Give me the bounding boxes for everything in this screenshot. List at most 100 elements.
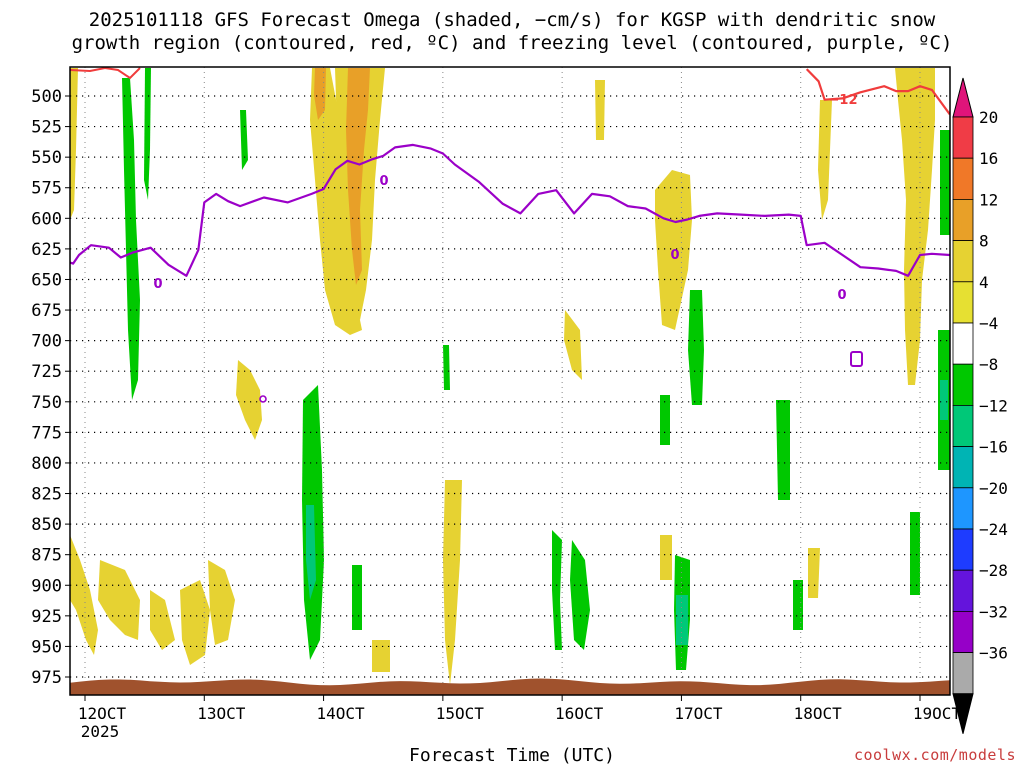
freezing-level-line <box>70 143 950 277</box>
omega-region <box>895 68 935 385</box>
colorbar-bottom-arrow <box>952 693 974 734</box>
y-tick-label: 675 <box>31 301 62 321</box>
colorbar-label: 16 <box>979 149 998 168</box>
colorbar-segment <box>952 363 974 406</box>
colorbar: 20 16 12 8 4 −4 −8 −12 −16 −20 −24 −28 −32 −36 <box>952 77 1008 734</box>
omega-region <box>70 68 78 220</box>
colorbar-segment <box>952 198 974 241</box>
omega-region <box>552 530 562 650</box>
y-tick-label: 825 <box>31 485 62 505</box>
y-tick-label: 800 <box>31 454 62 474</box>
freezing-level-label: 0 <box>837 288 846 303</box>
y-tick-label: 900 <box>31 576 62 596</box>
colorbar-segment <box>952 240 974 283</box>
omega-region <box>793 580 803 630</box>
omega-region <box>660 395 670 445</box>
omega-region <box>570 540 590 650</box>
y-tick-label: 850 <box>31 515 62 535</box>
omega-region <box>98 560 140 640</box>
omega-region <box>940 130 950 235</box>
omega-region <box>70 535 98 655</box>
omega-region <box>595 80 605 140</box>
y-tick-label: 950 <box>31 637 62 657</box>
omega-region <box>818 100 832 220</box>
colorbar-segment <box>952 611 974 654</box>
colorbar-segment <box>952 157 974 200</box>
y-tick-label: 525 <box>31 118 62 138</box>
y-tick-label: 500 <box>31 87 62 107</box>
colorbar-label: 4 <box>979 273 989 292</box>
dgz-label: −12 <box>829 93 858 108</box>
x-tick-label: 19OCT <box>913 704 962 723</box>
x-tick-label: 13OCT <box>197 704 246 723</box>
x-tick-label: 17OCT <box>674 704 723 723</box>
colorbar-label: 12 <box>979 190 998 209</box>
omega-region <box>240 110 248 170</box>
y-axis: 500 525 550 575 600 625 650 675 700 725 750 775 800 8… <box>31 87 70 688</box>
colorbar-label: −32 <box>979 602 1008 621</box>
omega-region <box>208 560 235 645</box>
colorbar-label: −4 <box>979 314 998 333</box>
y-tick-label: 575 <box>31 179 62 199</box>
omega-region <box>808 548 820 598</box>
omega-region <box>352 565 362 630</box>
freezing-level-label: 0 <box>153 277 162 292</box>
omega-region <box>236 360 262 440</box>
omega-region <box>443 480 462 685</box>
omega-region <box>660 535 672 580</box>
y-tick-label: 975 <box>31 668 62 688</box>
y-tick-label: 725 <box>31 362 62 382</box>
omega-region <box>910 512 920 595</box>
freezing-level-label: 0 <box>670 248 679 263</box>
chart-subtitle: growth region (contoured, red, ºC) and f… <box>71 32 953 54</box>
x-tick-label: 12OCT <box>78 704 127 723</box>
omega-region <box>306 505 316 600</box>
y-tick-label: 650 <box>31 270 62 290</box>
colorbar-label: −16 <box>979 438 1008 457</box>
omega-region <box>940 380 948 420</box>
contour-lines: 0 0 0 0 −12 <box>70 67 950 403</box>
omega-region <box>564 310 582 380</box>
freezing-level-label: 0 <box>379 174 388 189</box>
colorbar-label: −20 <box>979 479 1008 498</box>
y-tick-label: 750 <box>31 393 62 413</box>
freezing-level-closed-contour <box>850 351 863 367</box>
y-tick-label: 925 <box>31 607 62 627</box>
y-tick-label: 550 <box>31 148 62 168</box>
omega-region <box>180 580 210 665</box>
x-axis-title: Forecast Time (UTC) <box>409 745 615 766</box>
colorbar-label: −24 <box>979 520 1008 539</box>
omega-region <box>776 400 790 500</box>
colorbar-label: −12 <box>979 396 1008 415</box>
omega-region <box>144 68 151 200</box>
credit-link[interactable]: coolwx.com/models <box>853 746 1016 764</box>
omega-region <box>150 590 175 650</box>
y-tick-label: 700 <box>31 332 62 352</box>
colorbar-segment <box>952 281 974 324</box>
chart-title: 2025101118 GFS Forecast Omega (shaded, −… <box>88 9 936 31</box>
omega-region <box>443 345 450 390</box>
omega-region <box>346 68 370 285</box>
x-axis: 12OCT 13OCT 14OCT 15OCT 16OCT 17OCT 18OCT 19OCT… <box>78 695 962 741</box>
y-tick-label: 625 <box>31 240 62 260</box>
colorbar-segment <box>952 528 974 571</box>
x-tick-label: 18OCT <box>794 704 843 723</box>
y-tick-label: 875 <box>31 546 62 566</box>
colorbar-segment <box>952 322 974 365</box>
colorbar-label: 20 <box>979 108 998 127</box>
ground-shading <box>70 678 950 695</box>
omega-region <box>688 290 704 405</box>
x-tick-label: 14OCT <box>316 704 365 723</box>
plot-border <box>69 66 951 696</box>
colorbar-label: −28 <box>979 561 1008 580</box>
x-tick-label: 15OCT <box>436 704 485 723</box>
colorbar-top-arrow <box>952 77 974 118</box>
y-tick-label: 775 <box>31 423 62 443</box>
omega-shading <box>70 68 950 685</box>
ground-layer <box>70 678 950 695</box>
omega-region <box>372 640 390 672</box>
colorbar-segment <box>952 487 974 530</box>
omega-region <box>122 78 140 400</box>
y-tick-label: 600 <box>31 209 62 229</box>
